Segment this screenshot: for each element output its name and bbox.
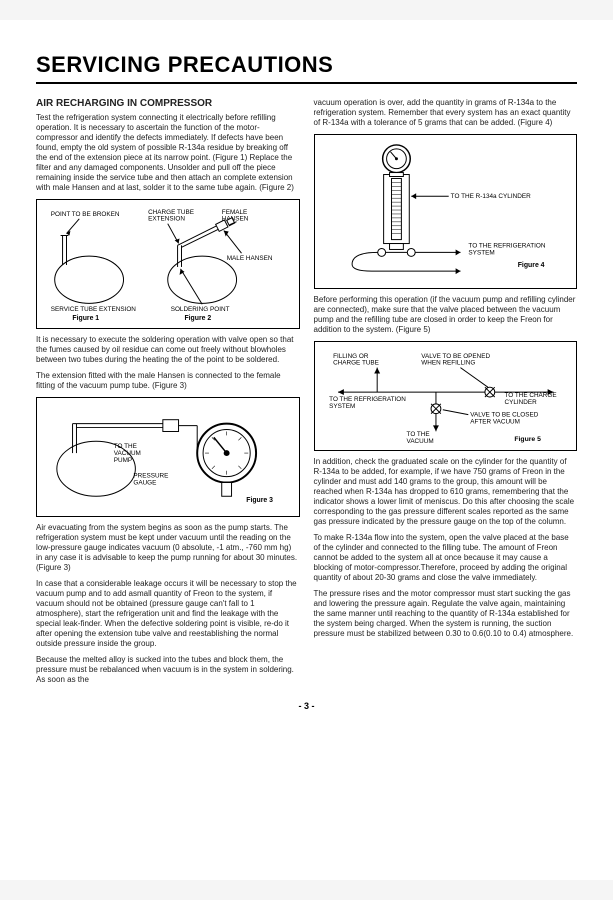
fig4-label: Figure 4 <box>517 262 544 269</box>
figure-5-svg: FILLING ORCHARGE TUBE VALVE TO BE OPENED… <box>321 348 571 444</box>
para-l1: Test the refrigeration system connecting… <box>36 113 300 193</box>
lbl-soldering-point: SOLDERING POINT <box>171 306 230 313</box>
fig1-label: Figure 1 <box>72 315 99 322</box>
lbl-filling: FILLING ORCHARGE TUBE <box>333 353 379 367</box>
para-r5: The pressure rises and the motor compres… <box>314 589 578 639</box>
para-r3: In addition, check the graduated scale o… <box>314 457 578 527</box>
page-title: SERVICING PRECAUTIONS <box>36 52 577 84</box>
para-r1: vacuum operation is over, add the quanti… <box>314 98 578 128</box>
two-column-layout: AIR RECHARGING IN COMPRESSOR Test the re… <box>36 98 577 691</box>
para-l4: Air evacuating from the system begins as… <box>36 523 300 573</box>
right-column: vacuum operation is over, add the quanti… <box>314 98 578 691</box>
lbl-to-refrig-5: TO THE REFRIGERATIONSYSTEM <box>329 396 406 410</box>
lbl-pressure-gauge: PRESSUREGAUGE <box>133 472 168 486</box>
page: SERVICING PRECAUTIONS AIR RECHARGING IN … <box>0 20 613 880</box>
figure-4-svg: TO THE R-134a CYLINDER TO THE REFRIGERAT… <box>321 141 571 282</box>
compressor-1-icon <box>55 256 124 303</box>
para-l2: It is necessary to execute the soldering… <box>36 335 300 365</box>
lbl-point-broken: POINT TO BE BROKEN <box>51 210 120 217</box>
figure-3-svg: TO THEVACUUMPUMP PRESSUREGAUGE Figure 3 <box>43 404 293 510</box>
para-l6: Because the melted alloy is sucked into … <box>36 655 300 685</box>
fig5-label: Figure 5 <box>514 436 541 443</box>
lbl-to-vacuum-5: TO THEVACUUMPUMP <box>384 431 434 444</box>
lbl-valve-closed: VALVE TO BE CLOSEDAFTER VACUUM <box>470 412 539 426</box>
fig3-label: Figure 3 <box>246 497 273 504</box>
para-l5: In case that a considerable leakage occu… <box>36 579 300 649</box>
para-r4: To make R-134a flow into the system, ope… <box>314 533 578 583</box>
lbl-valve-open: VALVE TO BE OPENEDWHEN REFILLING <box>421 353 490 367</box>
subheading: AIR RECHARGING IN COMPRESSOR <box>36 98 300 111</box>
figure-1-2-svg: POINT TO BE BROKEN CHARGE TUBEEXTENSION … <box>43 206 293 322</box>
para-l3: The extension fitted with the male Hanse… <box>36 371 300 391</box>
lbl-charge-tube-ext: CHARGE TUBEEXTENSION <box>148 208 194 222</box>
lbl-to-cylinder: TO THE R-134a CYLINDER <box>450 193 530 200</box>
para-r2: Before performing this operation (if the… <box>314 295 578 335</box>
lbl-service-tube-ext: SERVICE TUBE EXTENSION <box>51 306 137 313</box>
figure-1-2-box: POINT TO BE BROKEN CHARGE TUBEEXTENSION … <box>36 199 300 329</box>
lbl-to-charge: TO THE CHARGECYLINDER <box>504 392 556 406</box>
lbl-male-hansen: MALE HANSEN <box>227 255 273 262</box>
page-number: - 3 - <box>36 701 577 711</box>
lbl-to-refrig-4: TO THE REFRIGERATIONSYSTEM <box>468 242 545 256</box>
figure-4-box: TO THE R-134a CYLINDER TO THE REFRIGERAT… <box>314 134 578 289</box>
fig2-label: Figure 2 <box>184 315 211 322</box>
lbl-female-hansen: FEMALEHANSEN <box>222 208 249 222</box>
left-column: AIR RECHARGING IN COMPRESSOR Test the re… <box>36 98 300 691</box>
figure-3-box: TO THEVACUUMPUMP PRESSUREGAUGE Figure 3 <box>36 397 300 517</box>
figure-5-box: FILLING ORCHARGE TUBE VALVE TO BE OPENED… <box>314 341 578 451</box>
lbl-to-vacuum: TO THEVACUUMPUMP <box>114 443 141 464</box>
